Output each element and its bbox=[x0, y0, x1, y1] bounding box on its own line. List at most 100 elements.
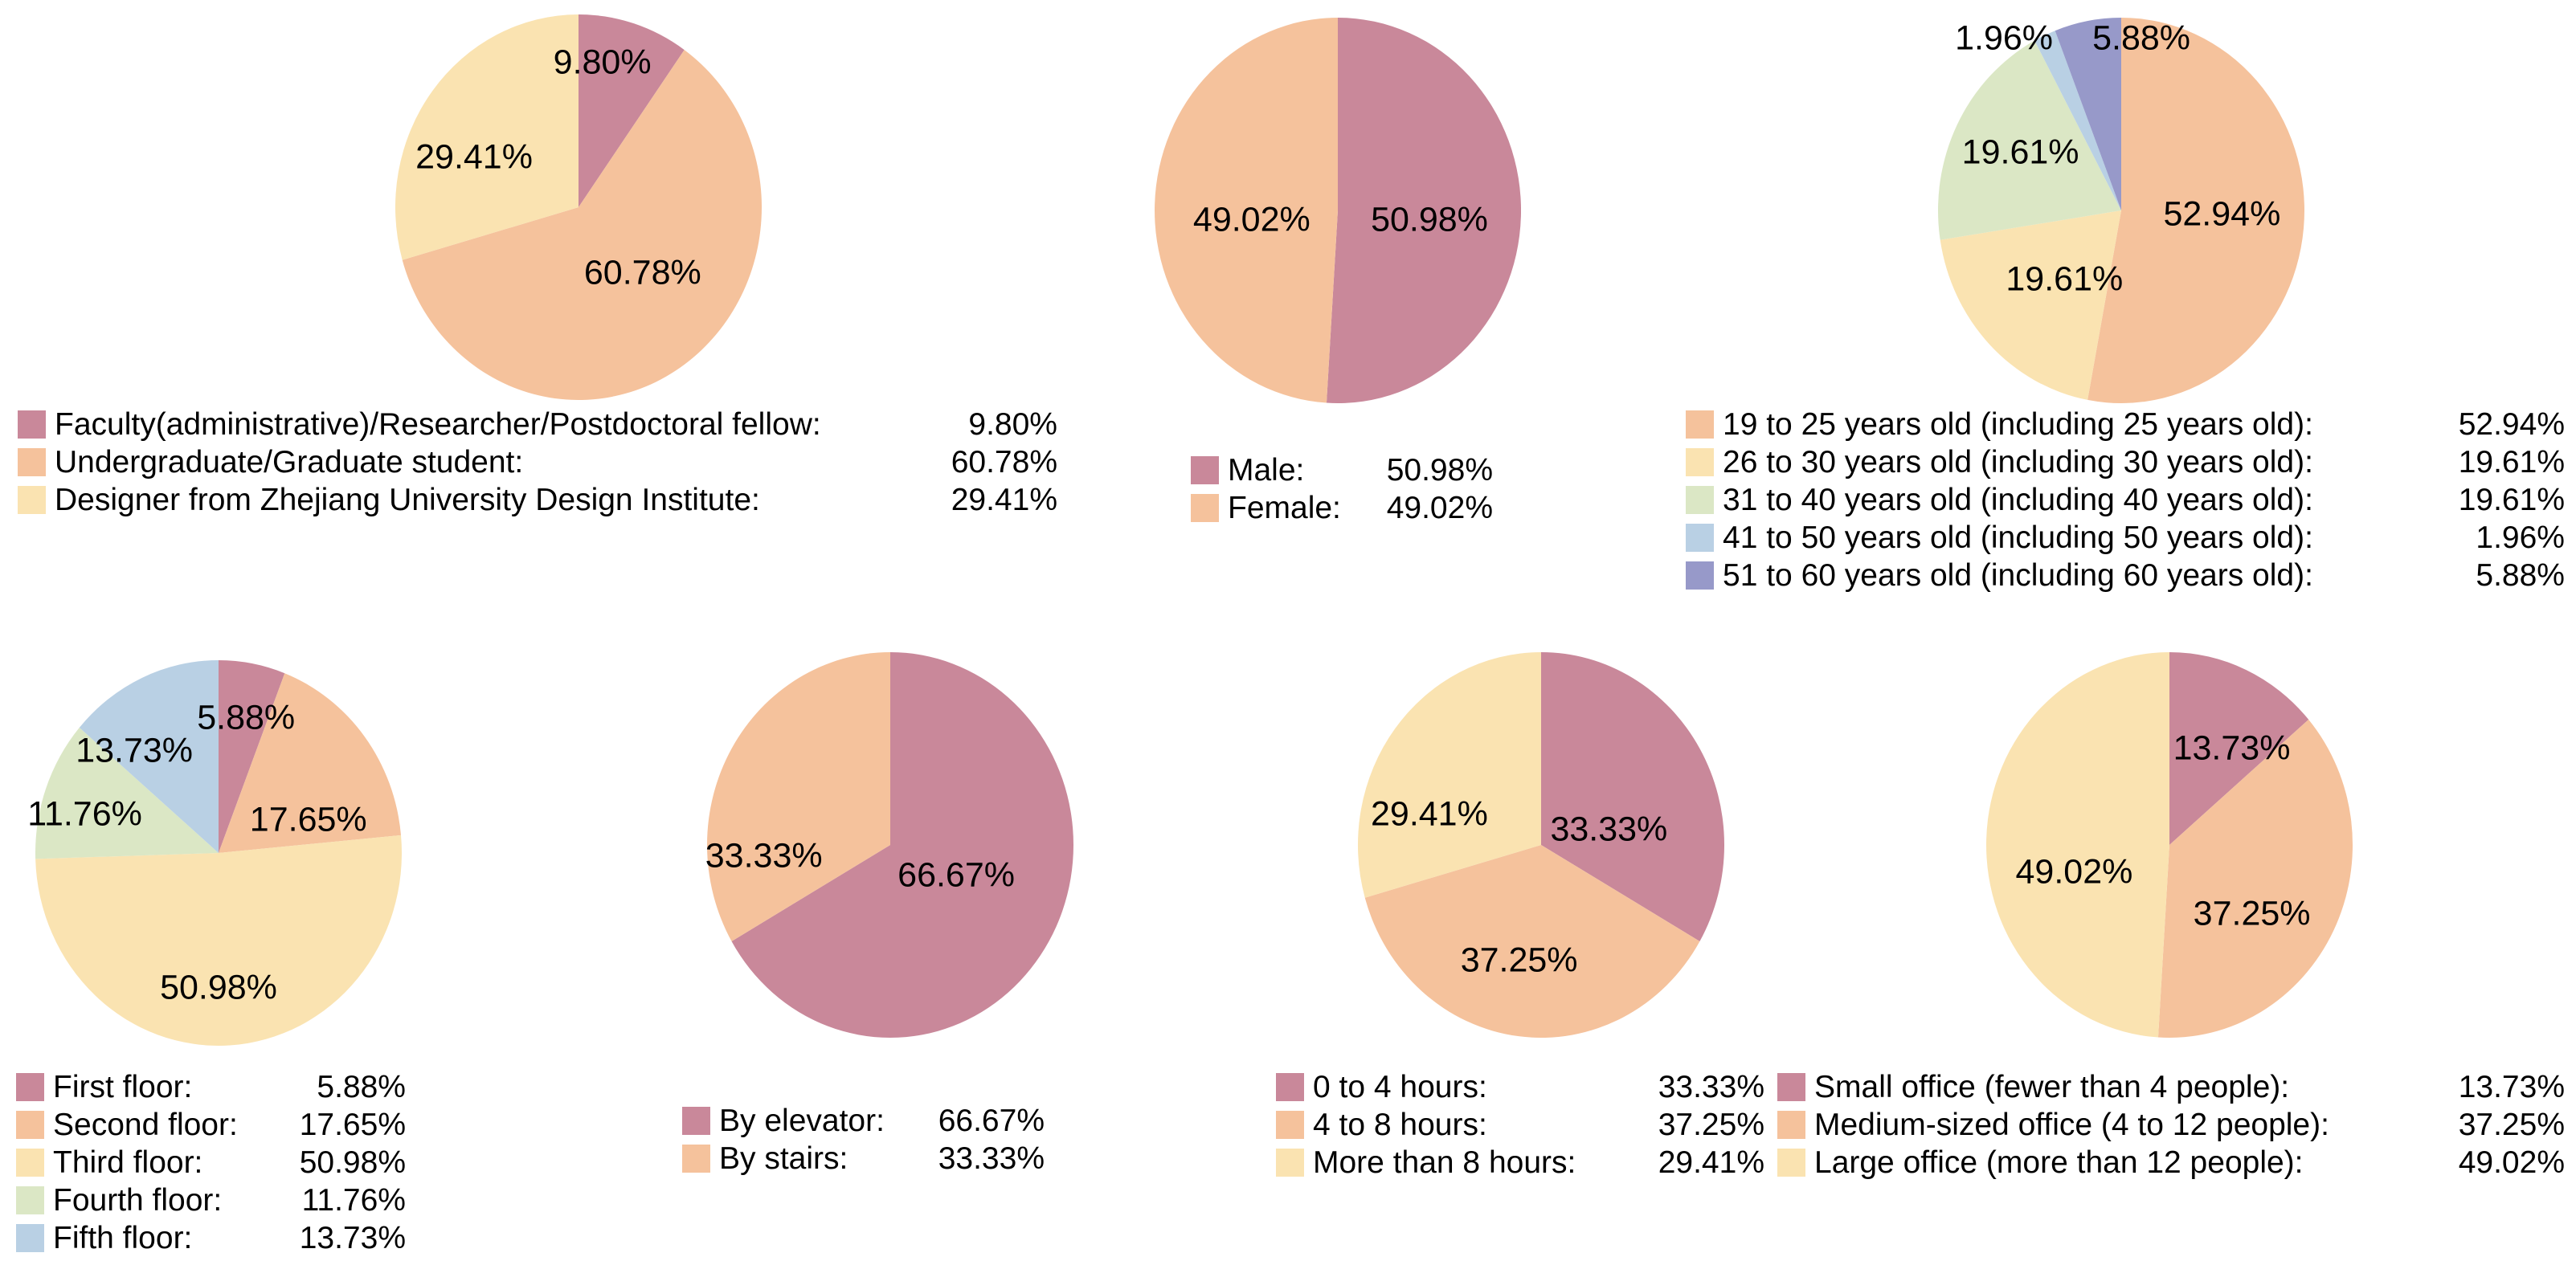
legend-row-hours-in-office-1: 4 to 8 hours: 37.25% bbox=[1276, 1106, 1764, 1144]
legend-percent: 52.94% bbox=[2458, 406, 2565, 442]
legend-row-floor-3: Fourth floor: 11.76% bbox=[16, 1181, 406, 1219]
pie-slice-label-floor-3: 11.76% bbox=[27, 794, 142, 834]
legend-label: Large office (more than 12 people): bbox=[1814, 1145, 2304, 1180]
pie-slice-label-respondent-role-2: 29.41% bbox=[415, 137, 533, 177]
legend-percent: 29.41% bbox=[951, 482, 1057, 517]
legend-swatch-icon bbox=[16, 1224, 44, 1252]
legend-label: 31 to 40 years old (including 40 years o… bbox=[1723, 482, 2313, 517]
pie-slice-label-age-group-3: 1.96% bbox=[1955, 18, 2054, 58]
legend-label: First floor: bbox=[53, 1069, 193, 1104]
pie-chart-gender bbox=[1155, 18, 1521, 403]
legend-swatch-icon bbox=[1686, 486, 1714, 514]
legend-age-group: 19 to 25 years old (including 25 years o… bbox=[1686, 406, 2565, 594]
pie-slice-label-respondent-role-0: 9.80% bbox=[553, 43, 652, 82]
pie-slice-respondent-role-1 bbox=[402, 50, 762, 400]
legend-row-age-group-3: 41 to 50 years old (including 50 years o… bbox=[1686, 519, 2565, 557]
legend-percent: 5.88% bbox=[2476, 557, 2565, 593]
pie-slice-age-group-4 bbox=[2055, 18, 2121, 210]
pie-slice-label-floor-1: 17.65% bbox=[249, 800, 367, 839]
legend-label: Faculty(administrative)/Researcher/Postd… bbox=[55, 406, 821, 442]
pie-slice-age-group-1 bbox=[1940, 210, 2121, 400]
legend-swatch-icon bbox=[1686, 524, 1714, 552]
pie-chart-hours-in-office bbox=[1358, 652, 1724, 1038]
legend-swatch-icon bbox=[16, 1073, 44, 1101]
legend-label: Small office (fewer than 4 people): bbox=[1814, 1069, 2290, 1104]
legend-label: 4 to 8 hours: bbox=[1313, 1107, 1487, 1142]
legend-percent: 66.67% bbox=[938, 1103, 1045, 1138]
legend-label: 19 to 25 years old (including 25 years o… bbox=[1723, 406, 2313, 442]
legend-swatch-icon bbox=[18, 448, 46, 476]
legend-respondent-role: Faculty(administrative)/Researcher/Postd… bbox=[18, 406, 1057, 519]
pie-slice-label-floor-0: 5.88% bbox=[197, 698, 296, 737]
pie-slice-label-respondent-role-1: 60.78% bbox=[583, 253, 701, 292]
legend-label: Undergraduate/Graduate student: bbox=[55, 444, 524, 480]
legend-hours-in-office: 0 to 4 hours: 33.33% 4 to 8 hours: 37.25% Mo… bbox=[1276, 1068, 1764, 1181]
pie-slice-gender-1 bbox=[1155, 18, 1338, 403]
legend-row-age-group-4: 51 to 60 years old (including 60 years o… bbox=[1686, 557, 2565, 594]
legend-percent: 50.98% bbox=[1386, 452, 1493, 488]
pie-slice-age-group-0 bbox=[2087, 18, 2304, 403]
legend-row-vertical-transport-1: By stairs: 33.33% bbox=[682, 1140, 1045, 1177]
legend-label: 0 to 4 hours: bbox=[1313, 1069, 1487, 1104]
legend-swatch-icon bbox=[1686, 561, 1714, 590]
pie-slice-hours-in-office-2 bbox=[1358, 652, 1541, 898]
pie-slice-gender-0 bbox=[1326, 18, 1521, 403]
legend-row-vertical-transport-0: By elevator: 66.67% bbox=[682, 1102, 1045, 1140]
legend-swatch-icon bbox=[1276, 1073, 1304, 1101]
legend-percent: 11.76% bbox=[301, 1182, 406, 1218]
pie-slice-label-age-group-0: 52.94% bbox=[2163, 194, 2281, 234]
legend-percent: 60.78% bbox=[951, 444, 1057, 480]
pie-slice-office-size-1 bbox=[2157, 719, 2353, 1038]
pie-slice-respondent-role-2 bbox=[395, 14, 579, 260]
pie-slice-label-hours-in-office-0: 33.33% bbox=[1550, 810, 1668, 849]
legend-swatch-icon bbox=[1686, 448, 1714, 476]
pie-chart-respondent-role bbox=[395, 14, 762, 400]
pie-slice-label-office-size-2: 49.02% bbox=[2015, 852, 2133, 892]
legend-swatch-icon bbox=[1276, 1149, 1304, 1177]
legend-percent: 13.73% bbox=[299, 1220, 406, 1255]
legend-row-gender-0: Male: 50.98% bbox=[1191, 451, 1493, 489]
legend-row-respondent-role-2: Designer from Zhejiang University Design… bbox=[18, 481, 1057, 519]
legend-label: More than 8 hours: bbox=[1313, 1145, 1576, 1180]
pie-slice-respondent-role-0 bbox=[579, 14, 685, 207]
legend-row-floor-4: Fifth floor: 13.73% bbox=[16, 1219, 406, 1257]
legend-swatch-icon bbox=[682, 1145, 710, 1173]
legend-label: Designer from Zhejiang University Design… bbox=[55, 482, 760, 517]
pie-slice-hours-in-office-0 bbox=[1541, 652, 1724, 941]
legend-label: 51 to 60 years old (including 60 years o… bbox=[1723, 557, 2313, 593]
pie-slice-office-size-0 bbox=[2169, 652, 2309, 845]
legend-label: 41 to 50 years old (including 50 years o… bbox=[1723, 520, 2313, 555]
legend-label: Male: bbox=[1228, 452, 1305, 488]
legend-row-respondent-role-0: Faculty(administrative)/Researcher/Postd… bbox=[18, 406, 1057, 443]
legend-swatch-icon bbox=[1276, 1111, 1304, 1139]
legend-swatch-icon bbox=[1777, 1111, 1805, 1139]
pie-slice-label-age-group-4: 5.88% bbox=[2092, 18, 2191, 58]
legend-percent: 13.73% bbox=[2458, 1069, 2565, 1104]
legend-label: By stairs: bbox=[719, 1141, 848, 1176]
pie-chart-vertical-transport bbox=[707, 652, 1073, 1038]
pie-chart-office-size bbox=[1986, 652, 2353, 1038]
legend-row-age-group-0: 19 to 25 years old (including 25 years o… bbox=[1686, 406, 2565, 443]
legend-swatch-icon bbox=[1777, 1149, 1805, 1177]
pie-slice-label-gender-0: 50.98% bbox=[1371, 200, 1488, 239]
pie-slice-floor-0 bbox=[219, 660, 285, 853]
legend-swatch-icon bbox=[16, 1111, 44, 1139]
legend-row-respondent-role-1: Undergraduate/Graduate student: 60.78% bbox=[18, 443, 1057, 481]
pie-slice-floor-1 bbox=[219, 673, 402, 853]
pie-slice-label-floor-4: 13.73% bbox=[76, 731, 194, 770]
legend-row-age-group-2: 31 to 40 years old (including 40 years o… bbox=[1686, 481, 2565, 519]
pie-slice-label-hours-in-office-1: 37.25% bbox=[1460, 941, 1578, 980]
pie-slice-label-gender-1: 49.02% bbox=[1192, 200, 1310, 239]
legend-row-floor-1: Second floor: 17.65% bbox=[16, 1106, 406, 1144]
legend-percent: 49.02% bbox=[2458, 1145, 2565, 1180]
legend-label: Fourth floor: bbox=[53, 1182, 223, 1218]
legend-percent: 37.25% bbox=[2458, 1107, 2565, 1142]
pie-slice-age-group-2 bbox=[1938, 40, 2121, 240]
legend-percent: 33.33% bbox=[938, 1141, 1045, 1176]
legend-percent: 29.41% bbox=[1658, 1145, 1764, 1180]
pie-slice-vertical-transport-1 bbox=[707, 652, 890, 941]
legend-row-gender-1: Female: 49.02% bbox=[1191, 489, 1493, 527]
legend-percent: 33.33% bbox=[1658, 1069, 1764, 1104]
legend-label: Second floor: bbox=[53, 1107, 238, 1142]
legend-floor: First floor: 5.88% Second floor: 17.65% Thir… bbox=[16, 1068, 406, 1257]
